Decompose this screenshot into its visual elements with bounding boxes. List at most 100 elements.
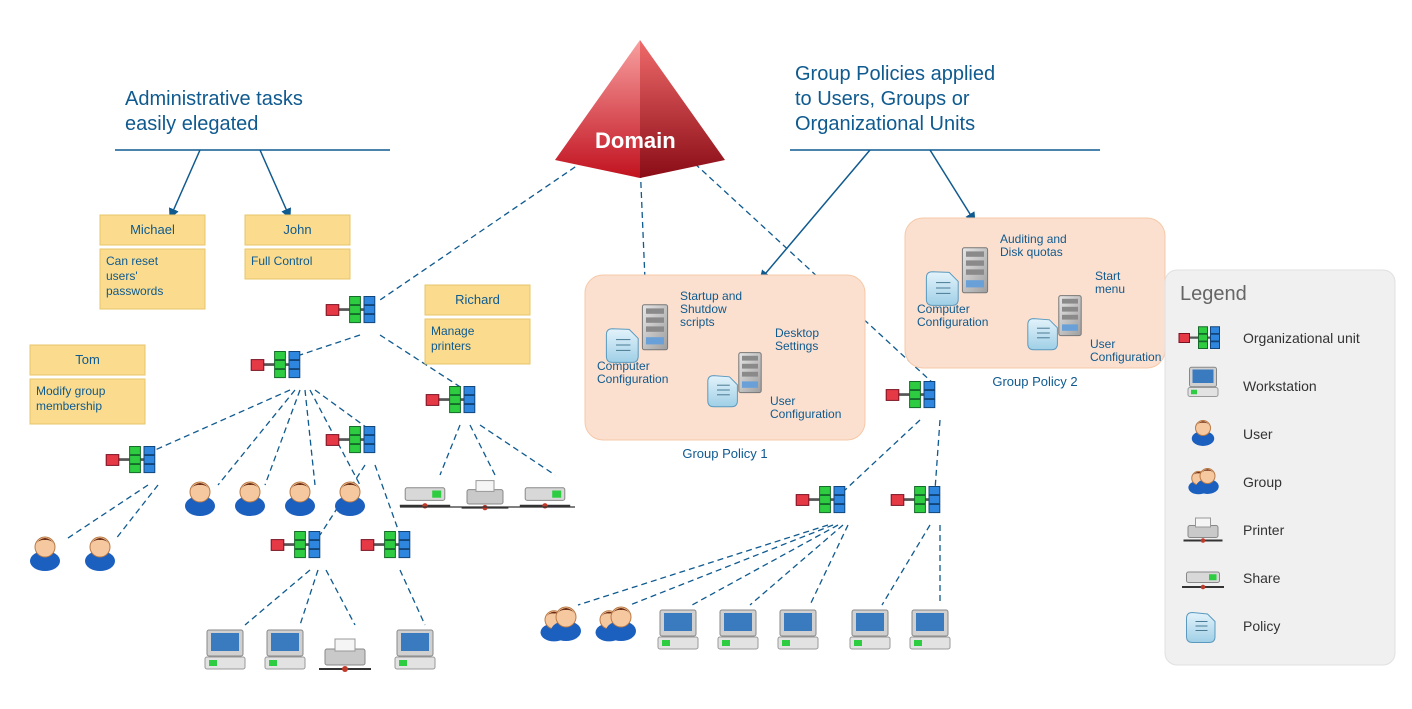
svg-text:passwords: passwords (106, 284, 163, 298)
svg-text:users': users' (106, 269, 138, 283)
arrow (260, 150, 290, 218)
ou-node (891, 487, 940, 513)
workstation-icon (395, 630, 435, 669)
connector-line (640, 162, 645, 280)
svg-text:Start: Start (1095, 269, 1121, 283)
arrow (170, 150, 200, 218)
svg-text:Disk quotas: Disk quotas (1000, 245, 1063, 259)
svg-text:Full Control: Full Control (251, 254, 312, 268)
svg-text:Auditing and: Auditing and (1000, 232, 1067, 246)
svg-text:Group Policy 2: Group Policy 2 (992, 374, 1077, 389)
connector-line (400, 570, 425, 625)
svg-text:Configuration: Configuration (770, 407, 841, 421)
svg-text:Tom: Tom (75, 352, 100, 367)
connector-line (155, 390, 290, 450)
workstation-icon (778, 610, 818, 649)
workstation-icon (658, 610, 698, 649)
svg-text:Modify group: Modify group (36, 384, 106, 398)
right-title-1: Group Policies applied (795, 63, 995, 85)
ou-node (796, 487, 845, 513)
svg-text:Group: Group (1243, 474, 1282, 490)
workstation-icon (910, 610, 950, 649)
ou-node (251, 352, 300, 378)
svg-text:Organizational unit: Organizational unit (1243, 330, 1360, 346)
diagram-canvas: Administrative tasks easily elegated Group… (0, 0, 1412, 709)
ou-node (361, 532, 410, 558)
connector-line (65, 485, 148, 540)
svg-text:Share: Share (1243, 570, 1281, 586)
connector-line (480, 425, 555, 475)
svg-text:Computer: Computer (917, 302, 970, 316)
svg-text:User: User (1243, 426, 1273, 442)
ou-node (886, 382, 935, 408)
workstation-icon (265, 630, 305, 669)
svg-text:John: John (283, 222, 311, 237)
svg-text:Printer: Printer (1243, 522, 1285, 538)
connector-line (440, 425, 460, 475)
policy-panel-gp2: ComputerConfigurationAuditing andDisk qu… (905, 218, 1165, 389)
svg-text:Configuration: Configuration (917, 315, 988, 329)
svg-text:menu: menu (1095, 282, 1125, 296)
connector-line (315, 390, 370, 430)
svg-text:Manage: Manage (431, 324, 475, 338)
connector-line (305, 390, 315, 485)
group-icon (541, 607, 582, 641)
task-richard: Richard Manageprinters (425, 285, 530, 364)
arrow (930, 150, 975, 222)
connector-line (245, 570, 310, 625)
policy-panel-gp1: ComputerConfigurationStartup andShutdows… (585, 275, 865, 461)
task-michael: Michael Can resetusers'passwords (100, 215, 205, 309)
svg-text:Richard: Richard (455, 292, 500, 307)
ou-node (271, 532, 320, 558)
svg-text:Can reset: Can reset (106, 254, 159, 268)
printer-icon (319, 639, 371, 672)
svg-text:Workstation: Workstation (1243, 378, 1317, 394)
svg-text:Startup and: Startup and (680, 289, 742, 303)
domain-label: Domain (595, 128, 676, 153)
workstation-icon (718, 610, 758, 649)
connector-line (265, 390, 300, 485)
svg-text:Configuration: Configuration (1090, 350, 1161, 364)
ou-node (326, 427, 375, 453)
share-icon (520, 488, 570, 509)
svg-text:Policy: Policy (1243, 618, 1280, 634)
svg-text:Group Policy 1: Group Policy 1 (682, 446, 767, 461)
legend-item-ou: Organizational unit (1179, 327, 1360, 349)
connector-line (326, 570, 355, 625)
share-icon (400, 488, 450, 509)
ou-node (106, 447, 155, 473)
user-icon (185, 482, 215, 516)
svg-text:Configuration: Configuration (597, 372, 668, 386)
svg-text:Michael: Michael (130, 222, 175, 237)
svg-text:User: User (770, 394, 795, 408)
left-title-2: easily elegated (125, 113, 258, 135)
task-john: John Full Control (245, 215, 350, 279)
arrow (760, 150, 870, 280)
workstation-icon (850, 610, 890, 649)
connector-line (380, 150, 600, 300)
right-title-2: to Users, Groups or (795, 88, 970, 110)
svg-text:membership: membership (36, 399, 102, 413)
svg-text:printers: printers (431, 339, 471, 353)
connector-line (375, 465, 400, 535)
group-icon (596, 607, 637, 641)
workstation-icon (205, 630, 245, 669)
user-icon (335, 482, 365, 516)
legend-title: Legend (1180, 283, 1247, 305)
printer-icon (462, 481, 509, 511)
svg-text:Computer: Computer (597, 359, 650, 373)
connector-line (300, 570, 318, 625)
svg-text:Settings: Settings (775, 339, 818, 353)
right-title-3: Organizational Units (795, 113, 975, 135)
svg-text:Shutdow: Shutdow (680, 302, 727, 316)
left-title-1: Administrative tasks (125, 88, 303, 110)
task-tom: Tom Modify groupmembership (30, 345, 145, 424)
connector-line (882, 525, 930, 605)
user-icon (85, 537, 115, 571)
user-icon (285, 482, 315, 516)
svg-text:User: User (1090, 337, 1115, 351)
user-icon (235, 482, 265, 516)
user-icon (30, 537, 60, 571)
connector-line (300, 335, 360, 355)
svg-text:Desktop: Desktop (775, 326, 819, 340)
